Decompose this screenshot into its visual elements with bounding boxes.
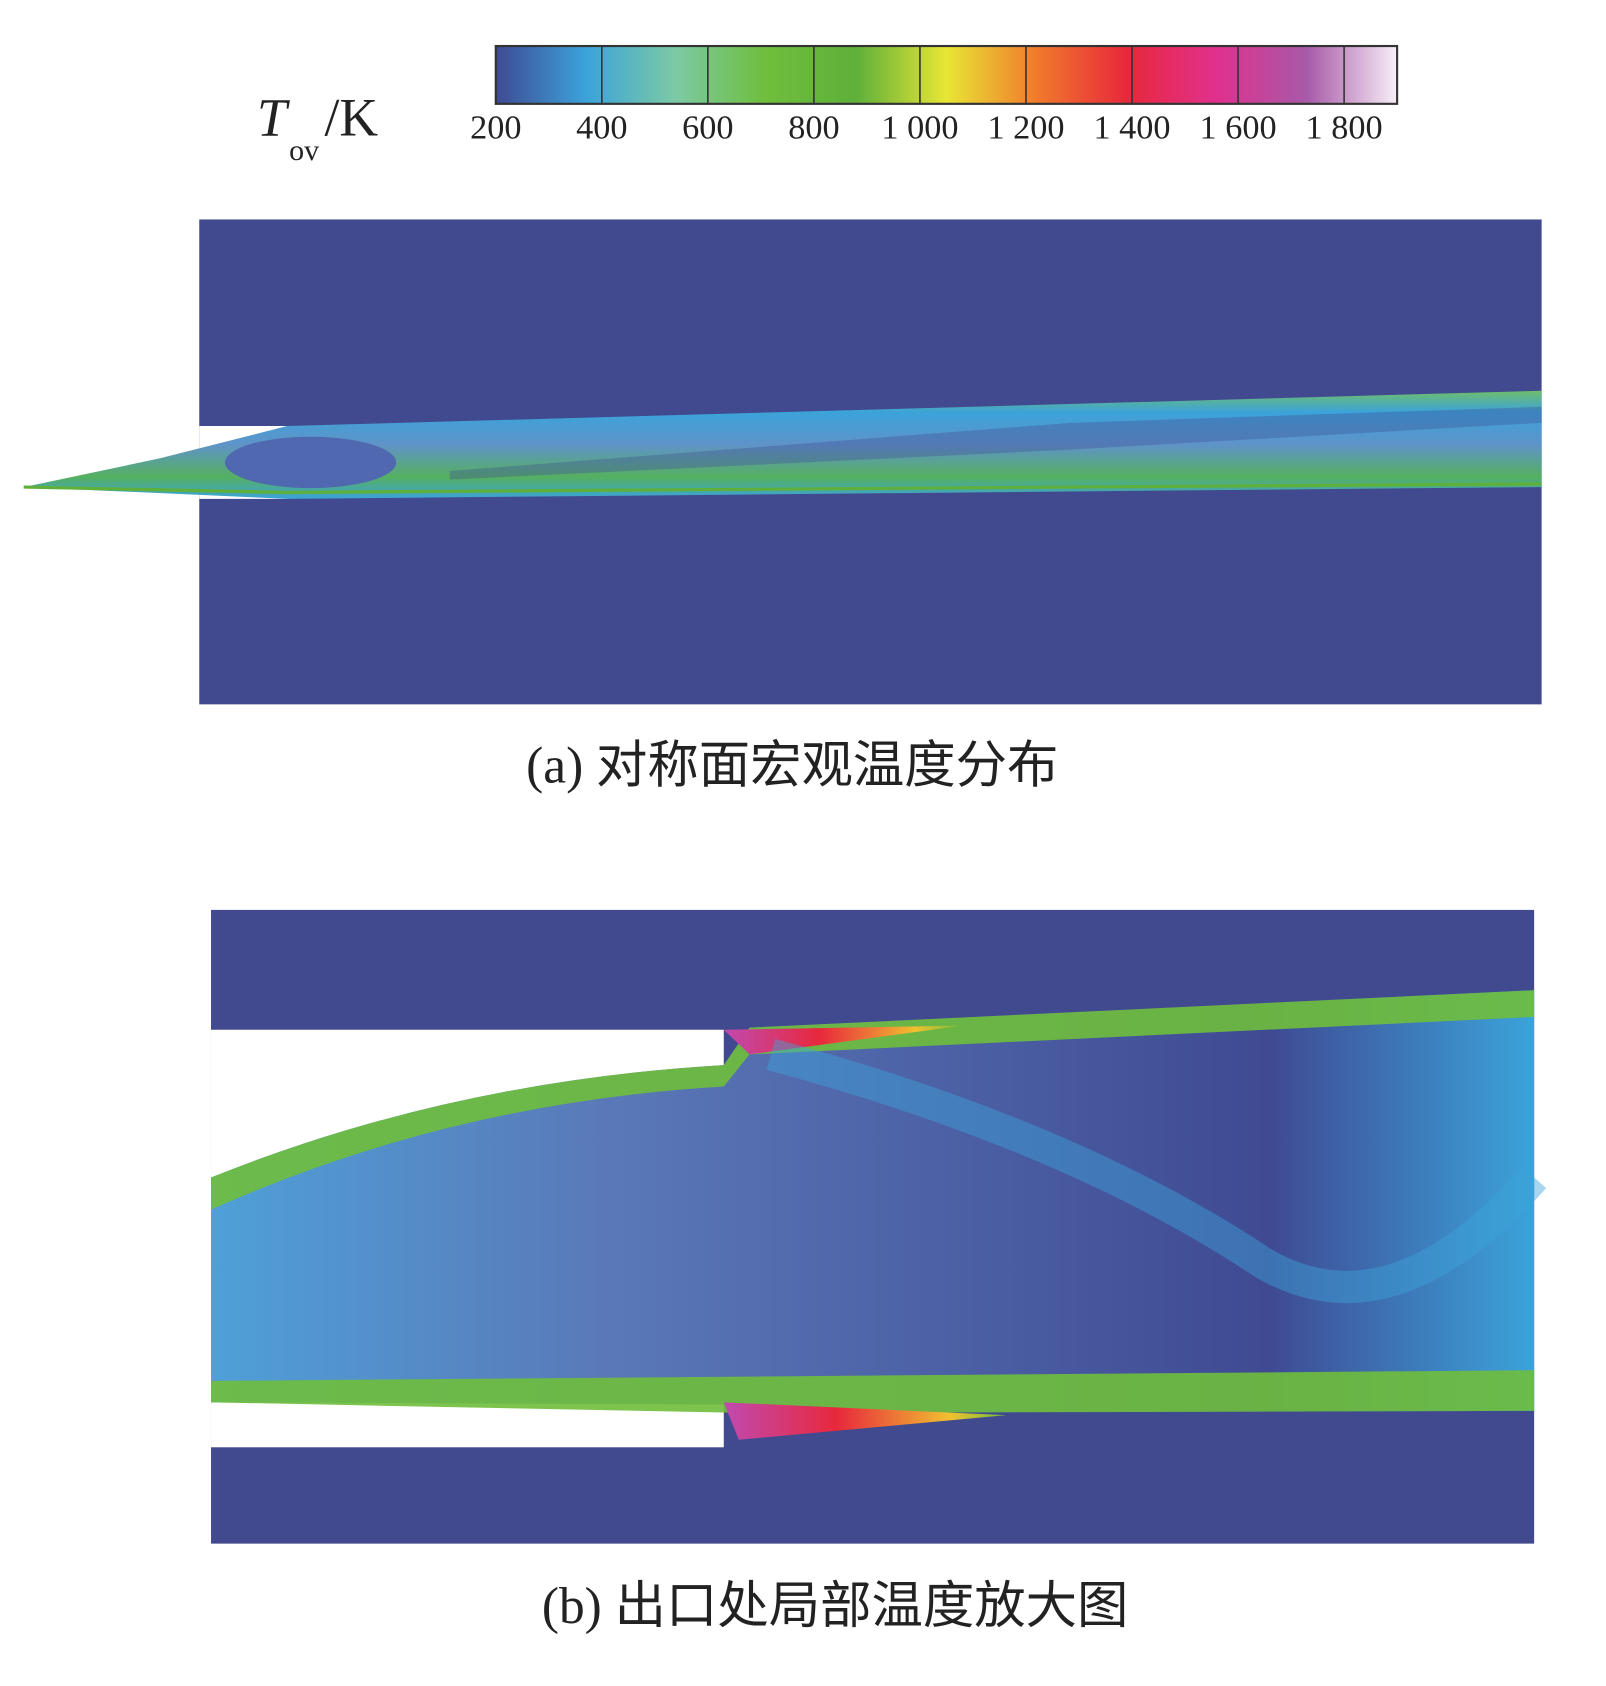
tick-label: 800 bbox=[788, 108, 839, 146]
shear-layer bbox=[211, 1370, 1535, 1414]
plume bbox=[23, 390, 1542, 499]
hot-zone bbox=[723, 1402, 1007, 1440]
tick-label: 1 800 bbox=[1306, 108, 1383, 146]
colorbar-symbol: T bbox=[257, 87, 290, 147]
tick-label: 1 200 bbox=[987, 108, 1064, 146]
colorbar-unit: /K bbox=[324, 87, 378, 147]
caption: (a) 对称面宏观温度分布 bbox=[526, 738, 1058, 795]
tick-label: 600 bbox=[682, 108, 733, 146]
streak bbox=[449, 406, 1542, 480]
shock bbox=[766, 1038, 1547, 1304]
tick-label: 400 bbox=[576, 108, 627, 146]
panel-a bbox=[23, 219, 1542, 705]
colorbar-fill bbox=[494, 44, 1399, 105]
colorbar-subscript: ov bbox=[289, 134, 319, 167]
tick-label: 1 600 bbox=[1200, 108, 1277, 146]
tick-label: 200 bbox=[470, 108, 521, 146]
core bbox=[224, 436, 397, 489]
caption: (b) 出口处局部温度放大图 bbox=[542, 1578, 1129, 1635]
panel-b bbox=[211, 909, 1547, 1544]
hot-zone bbox=[723, 1025, 964, 1055]
colorbar: 200 400 600 800 1 000 1 200 1 400 1 600 1 800 bbox=[470, 44, 1399, 146]
tick-label: 1 000 bbox=[881, 108, 958, 146]
edge bbox=[23, 482, 1542, 495]
tick-label: 1 400 bbox=[1093, 108, 1170, 146]
